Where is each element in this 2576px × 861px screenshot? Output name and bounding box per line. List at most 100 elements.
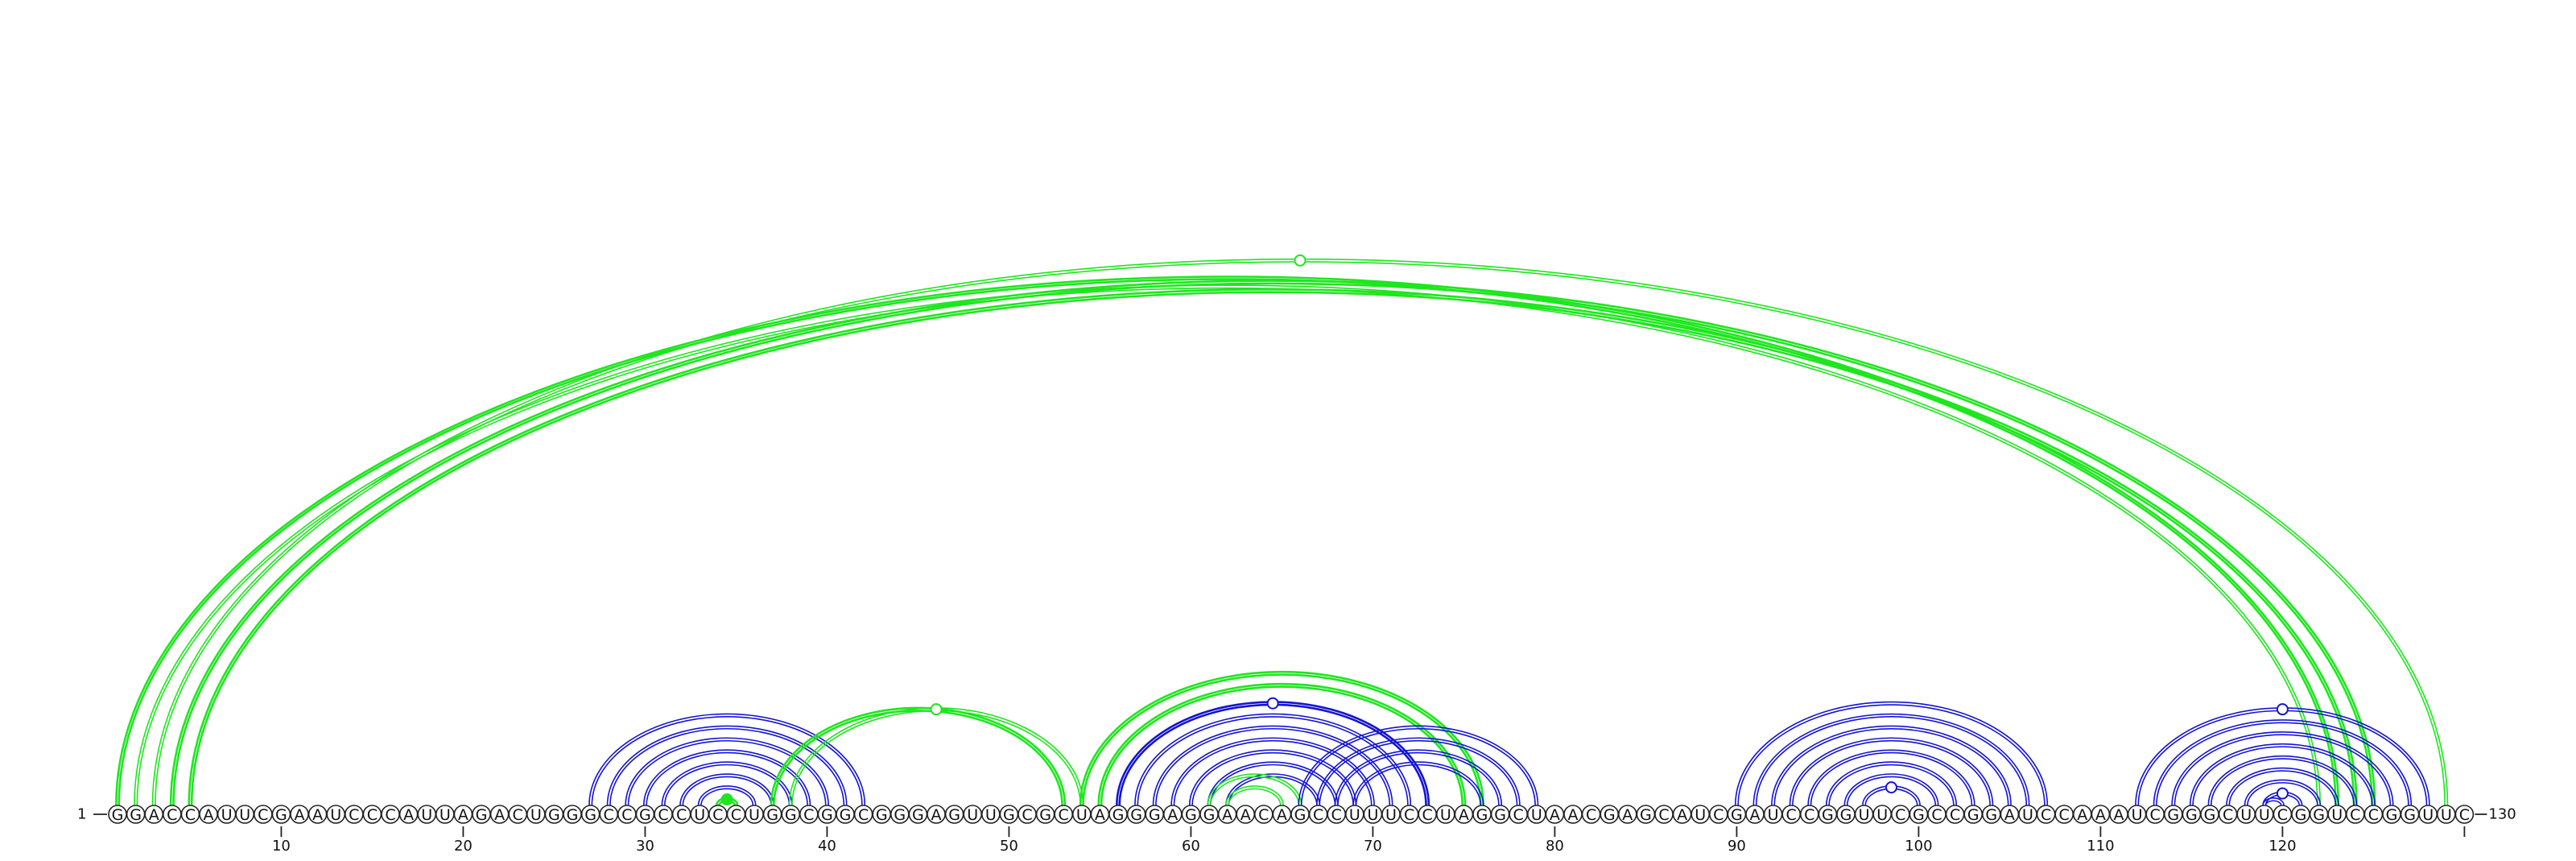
nucleotide-47: G [944,805,964,824]
nucleotide-44: G [890,805,910,824]
nucleotide-10: G [271,805,291,824]
arc-5-124-inner [188,288,2358,806]
arc-93-104-outer [1792,739,1991,806]
arc-116-124-inner [2207,755,2358,806]
arc-62-67-inner [1225,773,1321,806]
tick-label-50: 50 [1000,838,1018,855]
nucleotide-125: C [2363,805,2384,824]
nucleotide-letter: U [1367,806,1378,824]
nucleotide-71: U [1381,805,1401,824]
nucleotide-34: C [708,805,728,824]
nucleotide-letter: U [421,806,432,824]
nucleotide-letter: A [2114,806,2124,824]
arc-marker-112-128 [2276,703,2289,716]
nucleotide-letter: U [2132,806,2143,824]
arc-marker-3-129 [1294,254,1307,267]
arc-67-78-outer [1319,739,1518,806]
nucleotide-62: A [1217,805,1237,824]
nucleotide-18: U [417,805,437,824]
arc-114-126-outer [2174,734,2392,806]
nucleotide-letter: C [1713,806,1724,824]
nucleotide-51: C [1018,805,1037,824]
nucleotide-66: G [1290,805,1310,824]
nucleotide-69: U [1345,805,1364,824]
nucleotide-letter: G [876,806,888,824]
nucleotide-letter: C [349,806,359,824]
arc-95-102-inner [1825,761,1958,806]
nucleotide-letter: C [621,806,632,824]
arc-30-39-inner [642,749,811,806]
nucleotide-letter: G [948,806,960,824]
arc-92-105-inner [1771,725,2012,806]
nucleotide-38: G [781,805,801,824]
nucleotide-36: U [745,805,764,824]
arc-60-69-inner [1188,749,1357,806]
nucleotide-letter: U [749,806,760,824]
arc-3-129-inner [151,258,2449,806]
tick-label-60: 60 [1182,838,1200,855]
tick-label-40: 40 [818,838,836,855]
arc-32-37-outer [682,776,772,806]
nucleotide-letter: G [1003,806,1015,824]
nucleotide-43: G [872,805,891,824]
arc-3-129-outer [155,261,2446,806]
nucleotide-21: G [472,805,491,824]
nucleotide-130: C [2454,805,2475,824]
arc-114-126-inner [2171,731,2394,806]
nucleotide-63: A [1236,805,1255,824]
arc-96-101-outer [1846,776,1937,806]
nucleotide-93: C [1781,805,1801,824]
nucleotide-letter: G [1967,806,1979,824]
nucleotide-letter: A [1277,806,1287,824]
nucleotide-letter: A [494,806,505,824]
nucleotide-letter: A [2095,806,2106,824]
nucleotide-letter: C [2041,806,2051,824]
arc-62-65-outer [1228,788,1282,806]
nucleotide-6: A [199,805,218,824]
arc-group-helix-b [1116,697,1430,806]
nucleotide-letter: C [658,806,668,824]
nucleotide-89: C [1709,805,1728,824]
nucleotide-7: U [217,805,237,824]
arc-58-71-inner [1152,725,1393,806]
nucleotide-94: C [1800,805,1819,824]
nucleotide-letter: C [2059,806,2070,824]
arc-37-53-inner [770,706,1067,806]
arc-116-124-outer [2210,758,2355,806]
nucleotide-25: G [544,805,564,824]
nucleotide-letter: U [1768,806,1779,824]
nucleotide-90: G [1727,805,1747,824]
nucleotide-80: A [1545,805,1565,824]
nucleotide-letter: G [2386,806,2398,824]
nucleotide-letter: G [639,806,651,824]
nucleotide-letter: A [149,806,159,824]
arc-marker-34-35 [720,793,733,806]
nucleotide-121: G [2291,805,2310,824]
nucleotide-letter: A [1167,806,1178,824]
arc-1-123-outer [118,278,2337,806]
nucleotide-letter: U [530,806,542,824]
nucleotide-35: C [726,805,746,824]
nucleotide-92: U [1763,805,1783,824]
nucleotide-3: A [144,805,163,824]
nucleotide-letter: C [2368,806,2379,824]
nucleotide-28: C [599,805,619,824]
nucleotide-106: U [2018,805,2037,824]
nucleotide-letter: U [2441,806,2452,824]
nucleotide-41: G [836,805,855,824]
arc-117-123-outer [2228,770,2337,806]
nucleotide-50: G [999,805,1019,824]
nucleotide-letter: U [985,806,997,824]
nucleotide-letter: U [1876,806,1888,824]
nucleotide-11: A [290,805,309,824]
nucleotide-99: C [1891,805,1910,824]
nucleotide-letter: A [1750,806,1761,824]
arc-33-36-outer [700,788,754,806]
nucleotide-83: G [1600,805,1619,824]
nucleotide-105: A [2000,805,2020,824]
nucleotide-letter: C [1331,806,1342,824]
nucleotide-78: C [1509,805,1528,824]
nucleotide-letter: C [2150,806,2161,824]
nucleotide-53: C [1054,805,1073,824]
